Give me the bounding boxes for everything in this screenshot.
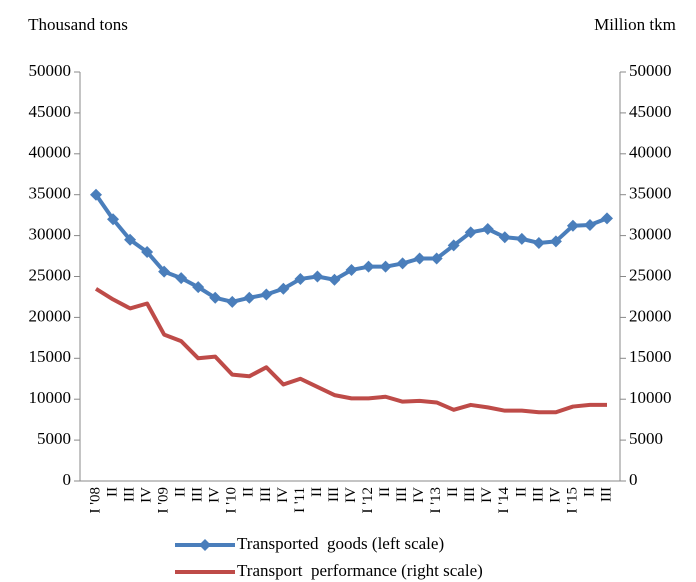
x-tick-label: III [530,487,546,502]
point [107,213,120,226]
point [583,218,596,231]
point [601,212,613,225]
point [158,265,171,278]
x-tick-label: IV [139,487,155,503]
x-tick-label: III [326,487,342,502]
x-tick-label: I '12 [360,487,376,513]
x-tick-label: IV [275,487,291,503]
x-tick-label: IV [547,487,563,503]
point [549,235,562,248]
x-tick-label: I '14 [496,487,512,514]
y2-tick-label: 50000 [629,61,672,80]
x-tick-label: III [190,487,206,502]
x-tick-label: IV [207,487,223,503]
x-tick-label: I '09 [156,487,172,513]
y2-tick-label: 30000 [629,225,672,244]
point [430,252,443,265]
point [464,226,477,239]
y-tick-label: 15000 [29,347,72,366]
x-tick-label: II [104,487,120,497]
series-line [94,193,608,304]
point [90,188,102,201]
point [396,257,409,270]
legend-marker [199,539,211,551]
x-tick-label: I '15 [564,487,580,513]
point [243,291,256,304]
legend-label: Transport performance (right scale) [237,561,483,580]
point [192,281,205,294]
point [124,233,137,246]
y2-tick-label: 20000 [629,306,672,325]
y2-tick-label: 25000 [629,265,672,284]
x-tick-label: I '08 [87,487,103,513]
y2-tick-label: 40000 [629,143,672,162]
x-tick-label: III [122,487,138,502]
x-tick-label: IV [343,487,359,503]
y-tick-label: 45000 [29,102,72,121]
x-tick-label: III [598,487,614,502]
y-tick-label: 30000 [29,225,72,244]
y-axis-title: Thousand tons [28,15,128,34]
y-tick-label: 0 [63,470,72,489]
series-line [94,287,607,415]
legend-label: Transported goods (left scale) [237,534,444,553]
point [481,223,494,236]
y2-tick-label: 5000 [629,429,663,448]
y-tick-label: 20000 [29,306,72,325]
x-tick-label: I '11 [292,487,308,513]
point [277,282,290,295]
y-tick-label: 35000 [29,184,72,203]
x-tick-label: III [258,487,274,502]
x-tick-label: III [394,487,410,502]
point [413,252,426,265]
point [311,270,324,283]
point [447,239,460,252]
point [566,219,579,232]
x-tick-label: IV [411,487,427,503]
x-tick-label: II [173,487,189,497]
y-tick-label: 10000 [29,388,72,407]
point [515,232,528,245]
x-tick-label: III [462,487,478,502]
point [345,263,358,276]
point [532,236,545,249]
y2-axis-title: Million tkm [594,15,676,34]
x-tick-label: IV [479,487,495,503]
x-tick-label: II [309,487,325,497]
point [209,291,222,304]
point [226,295,239,308]
x-tick-label: I '10 [224,487,240,513]
y2-tick-label: 45000 [629,102,672,121]
x-tick-label: II [513,487,529,497]
x-tick-label: I '13 [428,487,444,513]
x-tick-label: II [377,487,393,497]
x-tick-label: II [445,487,461,497]
point [175,272,188,285]
y2-tick-label: 10000 [629,388,672,407]
point [141,245,154,258]
point [362,260,375,273]
point [294,272,307,285]
point [498,231,511,244]
point [260,288,273,301]
point [379,260,392,273]
point [328,273,341,286]
x-tick-label: II [241,487,257,497]
y-tick-label: 25000 [29,265,72,284]
y2-tick-label: 35000 [629,184,672,203]
y2-tick-label: 15000 [629,347,672,366]
y-tick-label: 40000 [29,143,72,162]
y-tick-label: 50000 [29,61,72,80]
y2-tick-label: 0 [629,470,638,489]
y-tick-label: 5000 [37,429,71,448]
x-tick-label: II [581,487,597,497]
